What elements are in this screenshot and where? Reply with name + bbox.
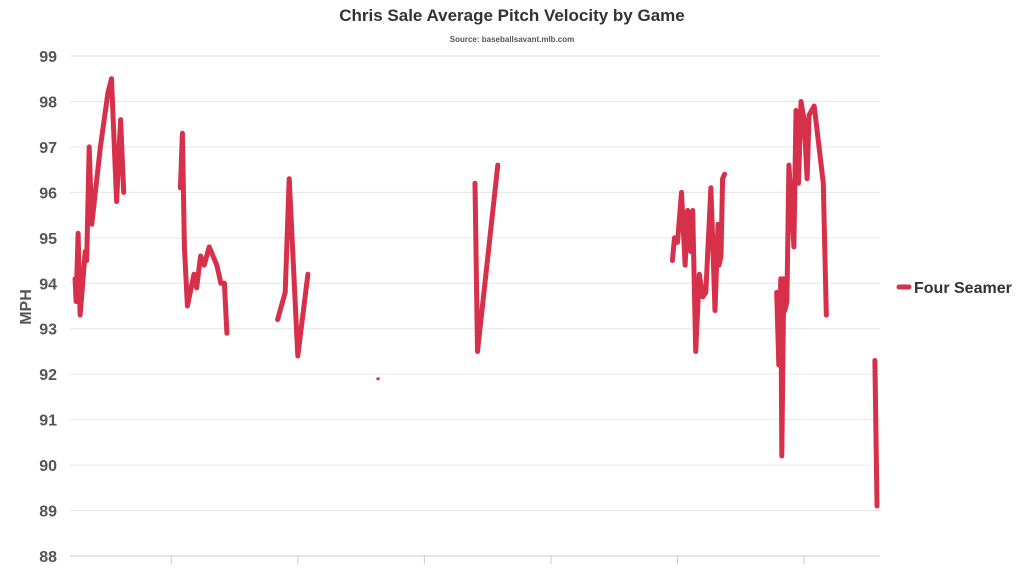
y-axis-ticks: 88 89 90 91 92 93 94 95 96 97 98 99 [39, 49, 57, 566]
series-line-segment[interactable] [472, 162, 501, 354]
legend-label-four-seamer: Four Seamer [914, 280, 1012, 297]
y-tick-label: 90 [39, 458, 57, 475]
y-tick-label: 88 [39, 549, 57, 566]
x-axis [70, 555, 880, 564]
y-tick-label: 96 [39, 185, 57, 202]
y-tick-label: 92 [39, 367, 57, 384]
chart-subtitle: Source: baseballsavant.mlb.com [449, 35, 575, 44]
y-tick-label: 95 [39, 231, 57, 248]
y-tick-label: 91 [39, 413, 57, 430]
y-tick-label: 93 [39, 322, 57, 339]
y-tick-label: 98 [39, 94, 57, 111]
legend[interactable]: Four Seamer [896, 280, 1012, 297]
series-line-segment[interactable] [177, 130, 230, 336]
y-tick-label: 99 [39, 49, 57, 66]
series-line-segment[interactable] [669, 171, 728, 354]
series-line-segment[interactable] [872, 358, 880, 509]
y-tick-label: 94 [39, 276, 57, 293]
series-line-segment[interactable] [275, 176, 311, 359]
series-line-segment[interactable] [774, 99, 829, 459]
grid-lines [70, 55, 880, 557]
y-tick-label: 97 [39, 140, 57, 157]
y-axis-label: MPH [18, 289, 35, 325]
series-line-segment[interactable] [72, 76, 127, 318]
chart-title: Chris Sale Average Pitch Velocity by Gam… [339, 6, 685, 25]
y-tick-label: 89 [39, 504, 57, 521]
series-layer [72, 76, 880, 509]
